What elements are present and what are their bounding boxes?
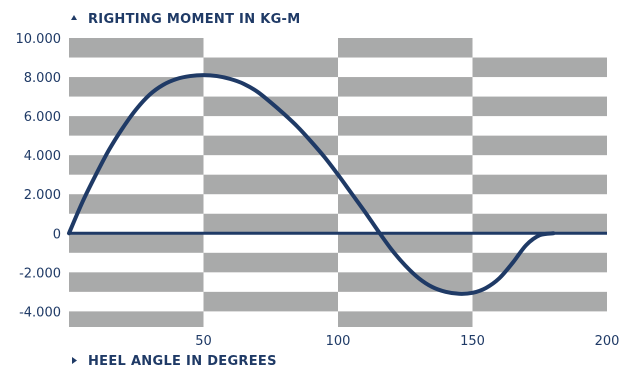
grid-band <box>472 252 607 273</box>
grid-band <box>338 194 473 214</box>
grid-band <box>472 174 607 195</box>
y-tick-labels: 10.000 8.000 6.000 4.000 2.000 0 -2.000 -4.000 <box>16 32 62 320</box>
grid-band <box>203 174 338 195</box>
grid-band <box>69 194 204 214</box>
grid-band <box>69 38 204 58</box>
y-tick-label: 0 <box>53 227 61 242</box>
grid-band <box>338 233 473 253</box>
y-axis-title: RIGHTING MOMENT IN KG-M <box>88 12 300 27</box>
y-tick-label: -2.000 <box>19 266 61 281</box>
grid-band <box>203 213 338 234</box>
x-tick-labels: 50 100 150 200 <box>195 334 619 349</box>
y-tick-label: 8.000 <box>24 71 61 86</box>
grid-band <box>203 291 338 312</box>
grid-band <box>338 77 473 97</box>
y-tick-label: 6.000 <box>24 110 61 125</box>
triangle-right-icon <box>72 357 77 364</box>
y-tick-label: 2.000 <box>24 188 61 203</box>
y-tick-label: 10.000 <box>16 32 62 47</box>
grid-band <box>472 96 607 117</box>
x-tick-label: 100 <box>326 334 351 349</box>
grid-band <box>69 77 204 97</box>
righting-moment-curve <box>67 73 556 296</box>
grid-band <box>338 155 473 175</box>
grid-band <box>69 155 204 175</box>
x-tick-label: 200 <box>595 334 620 349</box>
x-axis-title: HEEL ANGLE IN DEGREES <box>88 354 277 369</box>
grid-band <box>203 96 338 117</box>
grid-band <box>338 272 473 292</box>
grid-band <box>338 311 473 327</box>
grid-band <box>338 38 473 58</box>
y-tick-label: -4.000 <box>19 305 61 320</box>
grid-band <box>472 213 607 234</box>
grid-band <box>203 135 338 156</box>
x-tick-label: 150 <box>460 334 485 349</box>
grid-band <box>472 291 607 312</box>
grid-bands <box>69 38 607 327</box>
grid-band <box>203 252 338 273</box>
grid-band <box>69 116 204 136</box>
grid-band <box>69 311 204 327</box>
grid-band <box>338 116 473 136</box>
y-tick-label: 4.000 <box>24 149 61 164</box>
x-tick-label: 50 <box>195 334 212 349</box>
grid-band <box>203 57 338 78</box>
grid-band <box>69 233 204 253</box>
triangle-up-icon <box>71 15 77 20</box>
grid-band <box>472 57 607 78</box>
grid-band <box>69 272 204 292</box>
grid-band <box>472 135 607 156</box>
